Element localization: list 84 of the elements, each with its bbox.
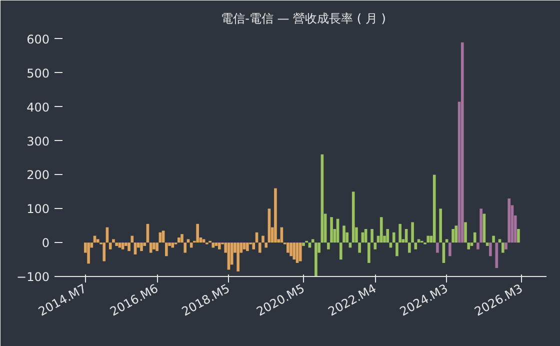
bar bbox=[452, 228, 454, 243]
bar bbox=[262, 236, 264, 243]
bar bbox=[460, 42, 464, 243]
bar bbox=[358, 242, 361, 253]
bar bbox=[177, 237, 180, 243]
bar bbox=[486, 242, 489, 246]
bar bbox=[314, 242, 318, 276]
bar bbox=[374, 242, 377, 250]
bar bbox=[482, 214, 486, 243]
bar bbox=[286, 242, 290, 253]
bar bbox=[298, 242, 302, 262]
bar bbox=[140, 242, 143, 252]
y-tick-label: 400 bbox=[26, 100, 50, 114]
bar bbox=[290, 242, 292, 256]
y-tick-label: 600 bbox=[26, 32, 50, 46]
bar bbox=[258, 242, 262, 253]
bar bbox=[327, 242, 330, 250]
bar bbox=[246, 242, 249, 252]
y-tick-label: 200 bbox=[26, 168, 50, 182]
y-tick-label: 100 bbox=[26, 202, 50, 216]
bar bbox=[252, 242, 256, 250]
bar bbox=[480, 208, 482, 243]
bar bbox=[134, 242, 137, 254]
bar bbox=[411, 222, 414, 243]
bar bbox=[236, 242, 240, 272]
bar bbox=[102, 242, 106, 262]
bar bbox=[242, 242, 246, 250]
bar bbox=[87, 242, 90, 264]
bar bbox=[464, 222, 467, 243]
bar bbox=[162, 230, 165, 243]
bar bbox=[380, 217, 383, 243]
bar bbox=[517, 228, 520, 243]
bar bbox=[368, 242, 370, 263]
bar bbox=[180, 234, 184, 243]
bar bbox=[96, 239, 100, 243]
bar bbox=[476, 242, 480, 250]
bar bbox=[386, 228, 390, 243]
y-tick-label: −100 bbox=[16, 270, 50, 284]
bar bbox=[296, 242, 299, 263]
bar bbox=[489, 242, 492, 256]
bar bbox=[152, 242, 156, 250]
bar bbox=[311, 239, 314, 243]
bar bbox=[214, 242, 218, 246]
bar bbox=[408, 242, 411, 253]
bar bbox=[396, 242, 398, 256]
y-tick-label: 300 bbox=[26, 134, 50, 148]
bar bbox=[445, 239, 448, 243]
bar bbox=[436, 242, 439, 253]
bar bbox=[467, 242, 470, 250]
y-tick-label: 0 bbox=[42, 236, 50, 250]
bar bbox=[156, 242, 158, 252]
bar bbox=[508, 198, 511, 243]
bar bbox=[501, 242, 504, 253]
bar bbox=[264, 242, 268, 248]
bar bbox=[302, 242, 305, 246]
bar bbox=[330, 217, 333, 243]
bar bbox=[184, 242, 187, 253]
bar bbox=[196, 224, 199, 243]
bar bbox=[504, 242, 508, 250]
bar bbox=[112, 239, 115, 243]
bar bbox=[398, 224, 402, 243]
bar bbox=[492, 236, 495, 243]
bar bbox=[439, 208, 442, 243]
bar bbox=[442, 242, 446, 263]
bar bbox=[470, 242, 474, 246]
bar bbox=[417, 239, 420, 243]
bar bbox=[339, 242, 342, 260]
bar bbox=[426, 236, 430, 243]
bar bbox=[498, 239, 502, 243]
y-tick-label: 500 bbox=[26, 66, 50, 80]
bar bbox=[218, 242, 221, 250]
bar bbox=[115, 242, 118, 246]
bar bbox=[448, 242, 452, 256]
bar bbox=[370, 228, 374, 243]
bar bbox=[108, 242, 112, 250]
bar bbox=[414, 242, 418, 250]
bar bbox=[121, 242, 124, 250]
bar bbox=[186, 239, 190, 243]
chart-title: 電信-電信 — 營收成長率 ( 月 ) bbox=[221, 12, 386, 26]
bar bbox=[165, 242, 168, 256]
bar bbox=[342, 226, 346, 243]
bar bbox=[202, 239, 206, 243]
bar bbox=[274, 188, 277, 243]
bar bbox=[128, 242, 130, 252]
